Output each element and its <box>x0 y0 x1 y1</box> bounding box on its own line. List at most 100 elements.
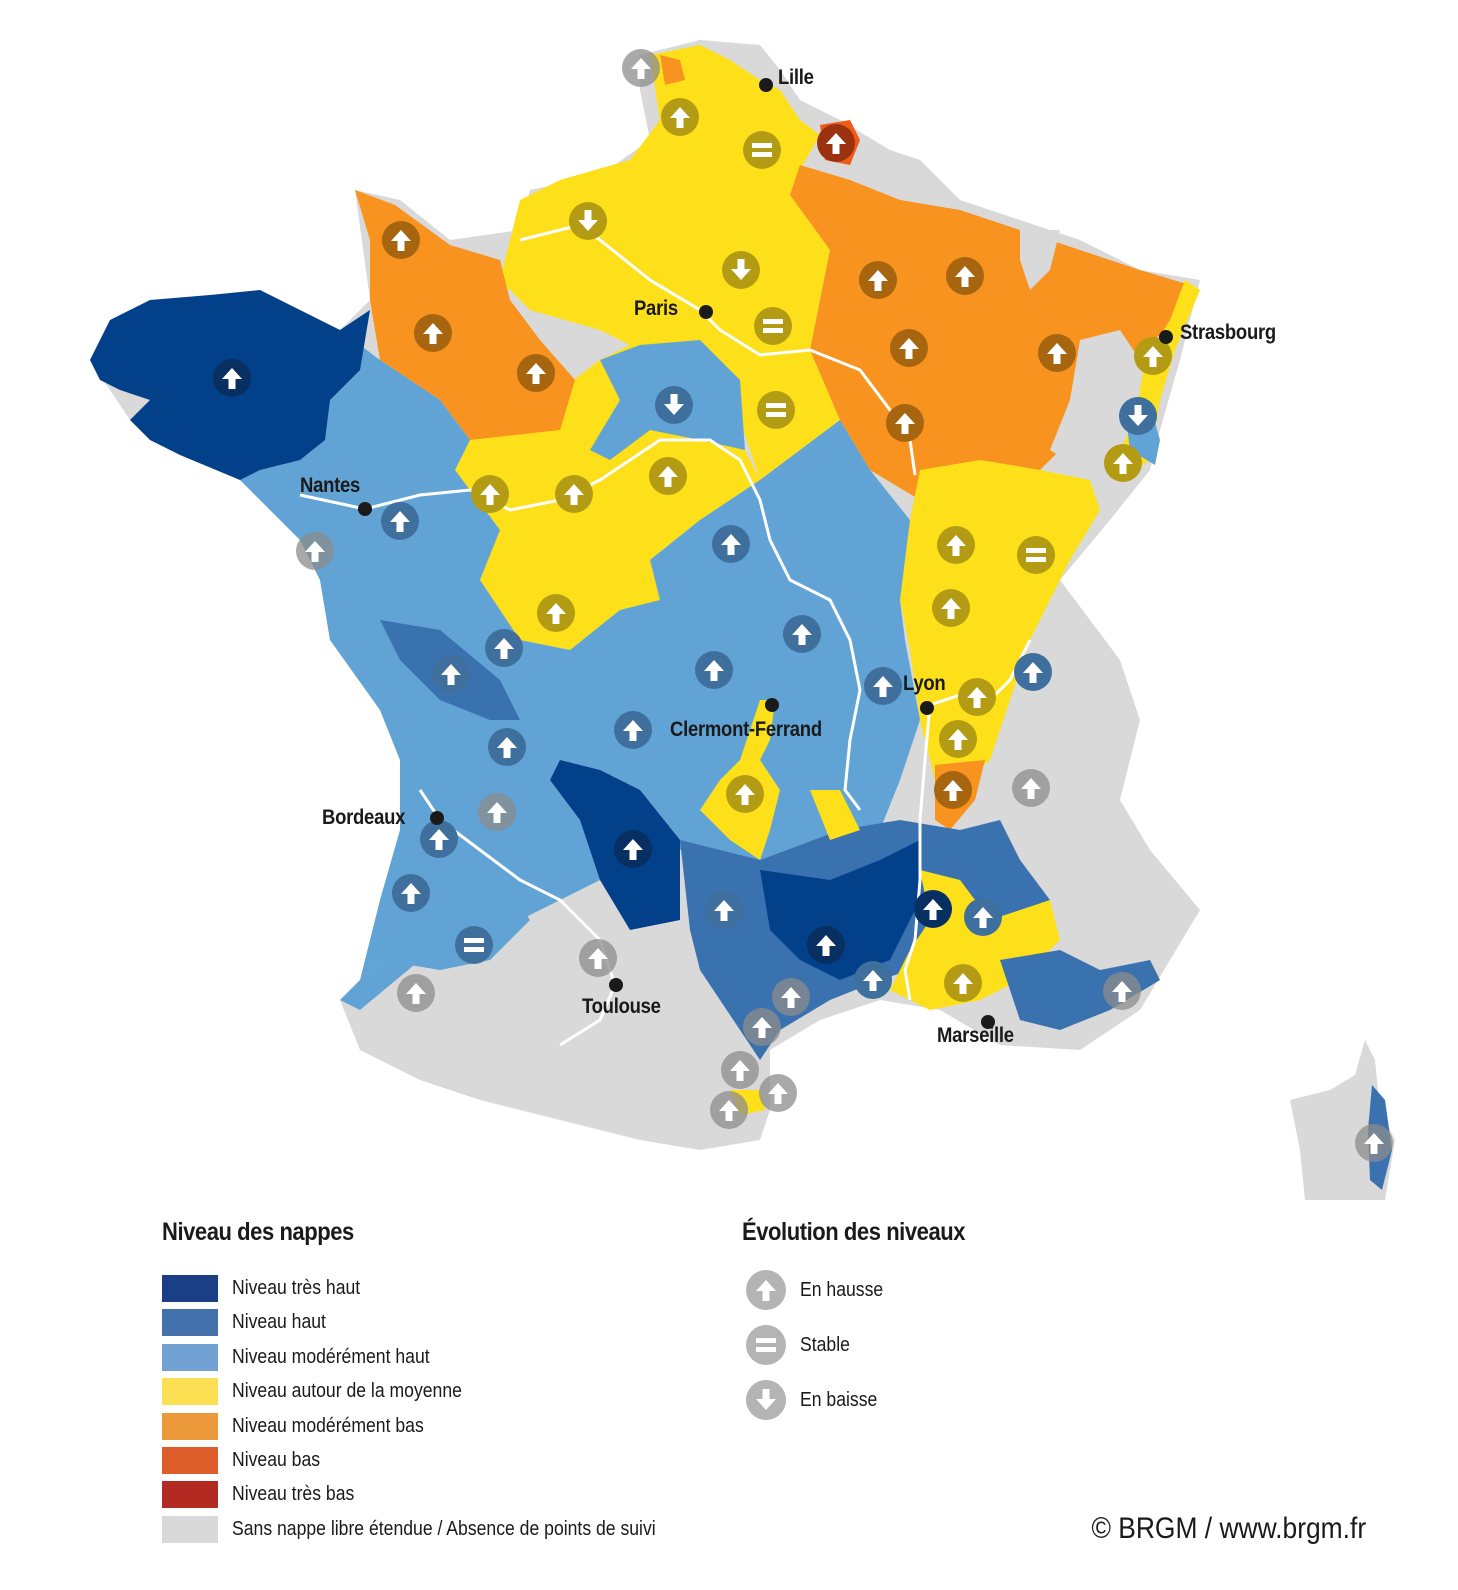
arrow-up-icon <box>967 687 987 708</box>
city-label: Toulouse <box>582 995 661 1018</box>
arrow-up-icon <box>895 413 915 434</box>
arrow-up-icon <box>735 784 755 805</box>
arrow-down-icon <box>1128 405 1148 426</box>
arrow-up-icon <box>955 266 975 287</box>
trend-marker-up <box>614 830 652 868</box>
trend-marker-up <box>471 475 509 513</box>
city-dot <box>699 305 713 319</box>
trend-marker-up <box>964 898 1002 936</box>
arrow-up-icon <box>946 535 966 556</box>
arrow-up-icon <box>816 935 836 956</box>
trend-marker-up <box>743 1008 781 1046</box>
region-languedoc-darkblue <box>760 840 920 980</box>
equals-icon <box>1026 548 1046 562</box>
trend-marker-up <box>937 526 975 564</box>
trend-marker-up <box>721 1051 759 1089</box>
trend-marker-up <box>859 261 897 299</box>
trend-marker-up <box>932 589 970 627</box>
city-dot <box>609 978 623 992</box>
legend-level-item: Niveau bas <box>162 1447 332 1474</box>
city-label: Marseille <box>937 1024 1014 1047</box>
trend-marker-down <box>655 386 693 424</box>
trend-marker-up <box>579 939 617 977</box>
trend-marker-down <box>1119 397 1157 435</box>
trend-marker-up <box>712 525 750 563</box>
trend-marker-up <box>649 457 687 495</box>
river-rhone <box>903 639 1032 1001</box>
trend-marker-up <box>890 329 928 367</box>
arrow-up-icon <box>730 1060 750 1081</box>
color-swatch <box>162 1343 218 1371</box>
arrow-up-icon <box>1112 981 1132 1002</box>
arrow-up-icon <box>953 973 973 994</box>
legend-level-label: Sans nappe libre étendue / Absence de po… <box>232 1517 656 1540</box>
legend-level-label: Niveau bas <box>232 1449 321 1471</box>
arrow-up-icon <box>868 270 888 291</box>
legend-level-label: Niveau très bas <box>232 1483 355 1506</box>
trend-marker-up <box>807 926 845 964</box>
arrow-up-icon <box>390 511 410 532</box>
region-corsica <box>1290 1040 1395 1250</box>
legend-trends-title: Évolution des niveaux <box>742 1218 966 1246</box>
legend-level-item: Niveau modérément bas <box>162 1412 450 1440</box>
arrow-up-icon <box>756 1280 776 1301</box>
arrow-up-icon <box>973 907 993 928</box>
trend-marker-up <box>854 961 892 999</box>
city-label: Lille <box>778 66 814 89</box>
arrow-up-icon <box>305 541 325 562</box>
arrow-up-icon <box>546 603 566 624</box>
arrow-up-icon <box>1023 662 1043 683</box>
trend-marker-up <box>705 891 743 929</box>
trend-marker-up <box>296 532 334 570</box>
city-dot <box>981 1015 995 1029</box>
color-swatch <box>162 1447 218 1474</box>
legend-trend-item: En hausse <box>746 1270 895 1310</box>
city-label: Nantes <box>300 474 361 497</box>
legend-level-label: Niveau haut <box>232 1311 326 1334</box>
legend-level-item: Niveau autour de la moyenne <box>162 1378 493 1406</box>
arrow-up-icon <box>1364 1133 1384 1154</box>
trend-marker-up <box>772 978 810 1016</box>
arrow-up-icon <box>480 484 500 505</box>
trend-marker-up <box>622 49 660 87</box>
arrow-up-icon <box>781 987 801 1008</box>
arrow-down-icon <box>664 394 684 415</box>
arrow-up-icon <box>1021 778 1041 799</box>
arrow-up-icon <box>899 338 919 359</box>
trend-marker-up <box>726 775 764 813</box>
arrow-up-icon <box>1143 346 1163 367</box>
city-dot <box>1159 330 1173 344</box>
region-ardennes-grey <box>1020 230 1060 290</box>
trend-marker-up <box>1103 972 1141 1010</box>
equals-icon <box>766 403 786 417</box>
legend-level-item: Niveau très haut <box>162 1275 378 1302</box>
arrow-up-icon <box>752 1017 772 1038</box>
france-groundwater-map <box>90 40 1395 1250</box>
arrow-up-icon <box>623 839 643 860</box>
legend-trend-item: Stable <box>746 1325 857 1365</box>
legend-level-label: Niveau modérément bas <box>232 1414 424 1437</box>
trend-marker-up <box>420 820 458 858</box>
region-provence-blue <box>1000 950 1160 1030</box>
trend-marker-stable <box>1017 536 1055 574</box>
arrow-up-icon <box>1047 343 1067 364</box>
equals-icon <box>756 1338 776 1352</box>
arrow-up-icon <box>768 1083 788 1104</box>
trend-marker-stable <box>743 131 781 169</box>
arrow-up-icon <box>704 660 724 681</box>
arrow-up-icon <box>631 58 651 79</box>
arrow-up-icon <box>564 484 584 505</box>
arrow-up-icon <box>863 970 883 991</box>
color-swatch <box>162 1378 218 1406</box>
copyright-credit: © BRGM / www.brgm.fr <box>1091 1512 1366 1545</box>
region-centre-yellow <box>455 250 740 640</box>
trend-marker-up <box>939 720 977 758</box>
city-dot <box>765 698 779 712</box>
trend-marker-up <box>1012 769 1050 807</box>
trend-marker-stable <box>757 391 795 429</box>
arrow-up-icon <box>623 720 643 741</box>
arrow-up-icon <box>423 323 443 344</box>
trend-marker-up <box>864 667 902 705</box>
arrow-up-icon <box>222 368 242 389</box>
arrow-up-icon <box>658 466 678 487</box>
